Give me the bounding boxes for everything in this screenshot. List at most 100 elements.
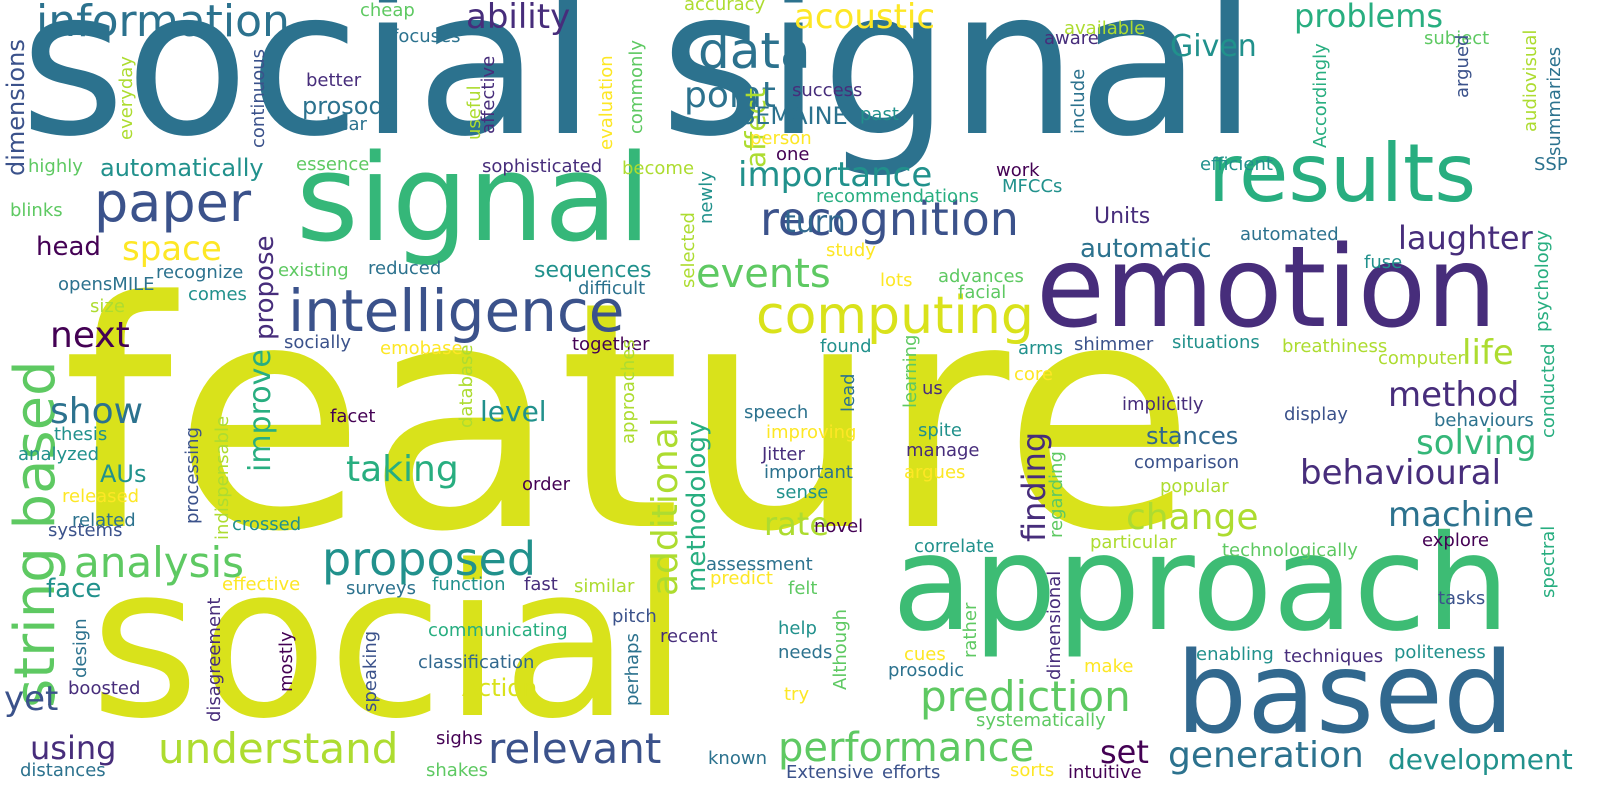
word-felt: felt [788,578,818,599]
word-study: study [826,240,876,261]
word-argued: argued [1452,34,1473,98]
word-situations: situations [1172,332,1260,353]
word-approach: approach [892,507,1510,661]
word-sequences: sequences [534,258,652,283]
word-level: level [480,395,547,428]
word-effective: effective [222,574,301,595]
word-importance: importance [738,155,933,195]
word-psychology: psychology [1532,230,1553,332]
word-lead: lead [838,373,859,412]
word-commonly: commonly [626,39,647,134]
word-feature: feature [62,236,1196,601]
word-facial: facial [958,282,1007,303]
word-distances: distances [20,760,106,781]
word-rate: rate [764,505,829,543]
word-processing: processing [182,426,203,524]
word-released: released [62,486,140,507]
word-disagreement: disagreement [204,597,225,723]
word-rather: rather [960,602,981,658]
word-surveys: surveys [346,578,416,599]
word-focuses: focuses [392,26,461,47]
word-generation: generation [1168,735,1364,776]
word-spectral: spectral [1538,525,1559,598]
word-comparison: comparison [1134,452,1240,473]
word-spite: spite [918,420,962,441]
word-intuitive: intuitive [1068,762,1142,783]
word-core: core [1014,364,1053,385]
word-problems: problems [1294,0,1444,35]
word-space: space [122,229,222,269]
word-sighs: sighs [436,728,483,749]
word-semaine: SEMAINE [740,102,848,130]
word-ability: ability [466,0,571,37]
word-emotion: emotion [1036,223,1498,353]
word-data: data [698,22,811,80]
word-blinks: blinks [10,200,63,221]
word-efforts: efforts [882,762,941,783]
word-dimensions: dimensions [2,39,30,176]
word-found: found [820,336,872,357]
word-automatically: automatically [100,154,264,182]
word-manage: manage [906,440,980,461]
word-subject: subject [1424,28,1490,49]
word-work: work [996,160,1040,181]
word-recommendations: recommendations [816,186,979,207]
word-conducted: conducted [1538,343,1559,438]
word-correlate: correlate [914,536,995,557]
word-analyzed: analyzed [18,444,100,465]
word-known: known [708,748,767,769]
word-regarding: regarding [1046,451,1067,538]
word-size: size [90,296,125,317]
word-paper: paper [94,171,252,234]
word-enabling: enabling [1196,644,1274,665]
word-better: better [306,70,362,91]
word-advances: advances [938,266,1024,287]
word-laughter: laughter [1398,219,1533,257]
word-indispensable: indispensable [212,415,233,540]
word-reduced: reduced [368,258,442,279]
word-technologically: technologically [1222,540,1358,561]
word-improve: improve [243,349,278,472]
word-speaking: speaking [360,630,381,712]
word-sophisticated: sophisticated [482,156,603,177]
word-intelligence: intelligence [288,277,625,345]
word-development: development [1388,743,1573,776]
word-argues: argues [904,462,966,483]
word-given: Given [1170,29,1257,64]
word-together: together [572,334,650,355]
word-include: include [1068,68,1089,134]
word-computing: computing [756,286,1034,346]
word-become: become [622,158,695,179]
word-breathiness: breathiness [1282,336,1388,357]
word-information: information [36,0,290,47]
word-point: point [684,75,776,116]
word-action: Action [462,674,538,702]
word-assessment: assessment [706,554,813,575]
word-stances: stances [1146,422,1239,450]
word-life: life [1462,333,1514,373]
word-automated: automated [1240,224,1339,245]
word-function: function [432,574,506,595]
word-head: head [36,232,101,262]
word-results: results [1208,127,1477,220]
word-classification: classification [418,652,535,673]
word-sorts: sorts [1010,760,1055,781]
word-politeness: politeness [1394,642,1486,663]
word-machine: machine [1388,495,1535,535]
word-continuous: continuous [248,49,269,148]
word-past: past [860,104,899,125]
word-important: important [764,462,853,483]
word-try: try [784,684,810,705]
word-systematically: systematically [976,710,1106,731]
word-ssp: SSP [1534,154,1568,175]
word-learning: learning [900,334,921,408]
word-mfccs: MFCCs [1002,176,1063,197]
word-show: show [50,391,144,432]
word-design: design [70,618,91,678]
word-speech: speech [744,402,809,423]
word-signal: signal [296,130,651,269]
word-taking: taking [346,449,459,490]
word-summarizes: summarizes [1544,46,1565,156]
word-yet: yet [4,679,59,719]
word-computer: computer [1378,348,1465,369]
